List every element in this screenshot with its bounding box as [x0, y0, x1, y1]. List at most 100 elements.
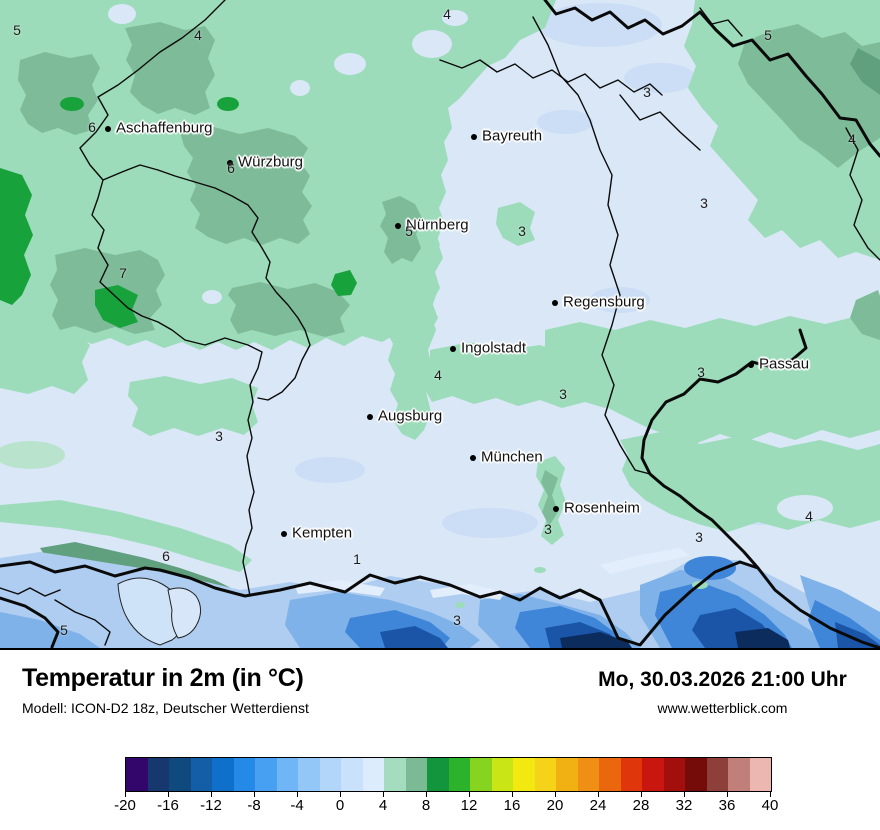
colorbar-segment: [706, 758, 728, 791]
temperature-value-label: 3: [453, 612, 461, 628]
colorbar-tick-label: 24: [589, 797, 607, 814]
map-blue-hole-se: [777, 495, 833, 521]
colorbar-tick-mark: [340, 792, 341, 797]
temperature-value-label: 4: [194, 27, 202, 43]
colorbar-segment: [212, 758, 234, 791]
colorbar-tick-label: 28: [632, 797, 650, 814]
temperature-value-label: 3: [215, 428, 223, 444]
colorbar-tick-mark: [426, 792, 427, 797]
colorbar-segment: [534, 758, 556, 791]
temperature-value-label: 3: [559, 386, 567, 402]
city-label: Regensburg: [563, 293, 645, 311]
map-region-mint-allgaeu: [0, 500, 252, 572]
map-region-sage-patches: [0, 22, 880, 647]
colorbar-tick-mark: [211, 792, 212, 797]
temperature-value-label: 5: [13, 22, 21, 38]
colorbar-segment: [341, 758, 363, 791]
colorbar-segment: [169, 758, 191, 791]
temperature-value-label: 3: [695, 529, 703, 545]
colorbar-segment: [620, 758, 642, 791]
map-blue-holes: [108, 4, 468, 304]
colorbar-tick-label: 8: [421, 797, 431, 814]
colorbar-segment: [556, 758, 578, 791]
city-dot: [395, 223, 401, 229]
colorbar-tick-mark: [598, 792, 599, 797]
colorbar-segment: [728, 758, 750, 791]
colorbar-tick-label: 12: [460, 797, 478, 814]
colorbar-segment: [362, 758, 384, 791]
map-borders-thin: [0, 0, 880, 646]
colorbar-segment: [319, 758, 341, 791]
map-region-bright-green: [0, 97, 357, 328]
website-label: www.wetterblick.com: [657, 700, 788, 716]
footer-right: Mo, 30.03.2026 21:00 Uhr www.wetterblick…: [565, 668, 880, 716]
colorbar-tick-mark: [641, 792, 642, 797]
colorbar-tick-label: 4: [378, 797, 388, 814]
city-label: Aschaffenburg: [116, 119, 213, 137]
city-dot: [552, 300, 558, 306]
colorbar-tick-mark: [125, 792, 126, 797]
temperature-value-label: 4: [848, 131, 856, 147]
city-dot: [105, 126, 111, 132]
city-label: Kempten: [292, 524, 353, 542]
temperature-value-label: 3: [518, 223, 526, 239]
colorbar-segment: [126, 758, 148, 791]
datetime-label: Mo, 30.03.2026 21:00 Uhr: [598, 668, 847, 691]
colorbar-tick-label: -20: [114, 797, 136, 814]
footer-left: Temperatur in 2m (in °C) Modell: ICON-D2…: [22, 664, 309, 716]
city-label: Augsburg: [378, 407, 443, 425]
temperature-value-label: 5: [405, 223, 413, 239]
temperature-value-label: 4: [805, 508, 813, 524]
colorbar-tick-label: 0: [335, 797, 345, 814]
colorbar-segment: [276, 758, 298, 791]
colorbar-tick-mark: [512, 792, 513, 797]
temperature-value-label: 6: [88, 119, 96, 135]
colorbar-segment: [233, 758, 255, 791]
colorbar-tick-mark: [469, 792, 470, 797]
colorbar-segment: [642, 758, 664, 791]
temperature-value-label: 3: [643, 84, 651, 100]
map-region-mint-nuernberg: [365, 182, 440, 440]
page-title: Temperatur in 2m (in °C): [22, 664, 304, 692]
city-label: Würzburg: [238, 153, 304, 171]
map-lake-constance: [117, 577, 202, 646]
city-dot: [227, 160, 233, 166]
city-dot: [367, 414, 373, 420]
city-dot: [748, 362, 754, 368]
colorbar-tick-mark: [727, 792, 728, 797]
city-label: München: [481, 448, 543, 466]
colorbar-tick-label: -4: [290, 797, 304, 814]
temperature-value-label: 6: [162, 548, 170, 564]
colorbar-tick-label: -16: [157, 797, 179, 814]
colorbar-segment: [448, 758, 470, 791]
map-footer-divider: [0, 648, 880, 650]
city-dot: [553, 506, 559, 512]
temperature-value-label: 5: [60, 622, 68, 638]
map-borders-thick: [0, 0, 880, 648]
colorbar-segment: [470, 758, 492, 791]
temperature-colorbar: [125, 757, 772, 792]
model-info: Modell: ICON-D2 18z, Deutscher Wetterdie…: [22, 700, 309, 716]
colorbar-segment: [405, 758, 427, 791]
temperature-value-label: 4: [434, 367, 442, 383]
map-region-mint-westedge: [0, 330, 90, 394]
temperature-map-svg: [0, 0, 880, 648]
temperature-value-label: 4: [443, 6, 451, 22]
map-region-mint-faint: [0, 441, 65, 469]
colorbar-tick-mark: [168, 792, 169, 797]
colorbar-segment: [577, 758, 599, 791]
city-dot: [470, 455, 476, 461]
colorbar-tick-label: 32: [675, 797, 693, 814]
city-label: Bayreuth: [482, 127, 543, 145]
city-label: Ingolstadt: [461, 339, 527, 357]
temperature-value-label: 6: [227, 160, 235, 176]
colorbar-tick-label: -12: [200, 797, 222, 814]
map-alps-navy: [560, 628, 790, 648]
temperature-value-label: 7: [119, 265, 127, 281]
temperature-map: Aschaffenburg Würzburg Bayreuth Nürnberg Reg…: [0, 0, 880, 648]
colorbar-tick-mark: [254, 792, 255, 797]
colorbar-tick-mark: [770, 792, 771, 797]
colorbar-segment: [513, 758, 535, 791]
city-dot: [281, 531, 287, 537]
colorbar-segment: [255, 758, 277, 791]
